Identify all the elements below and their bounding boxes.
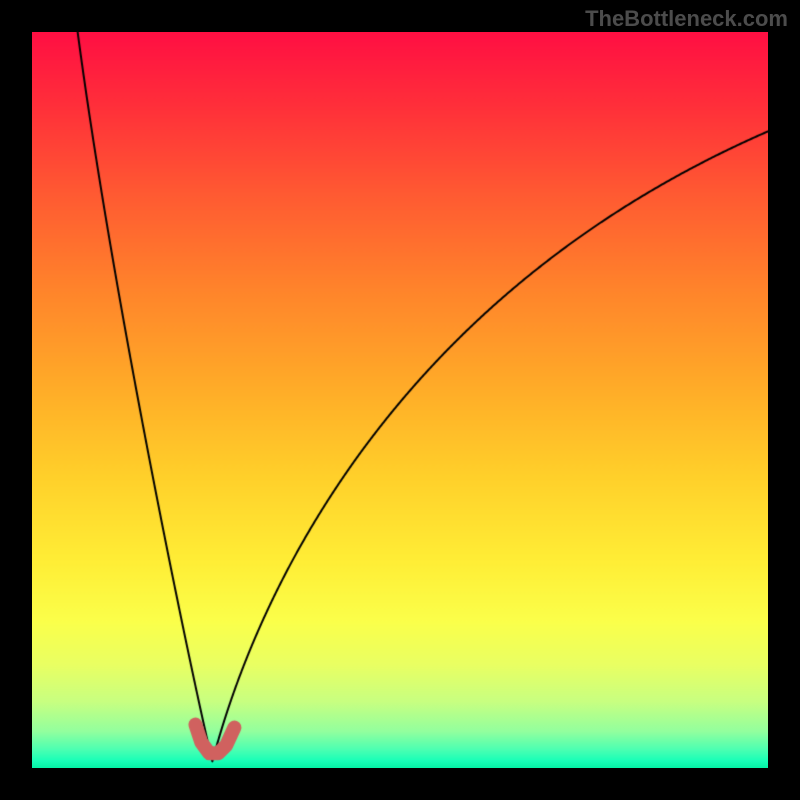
bottleneck-curve: [32, 32, 768, 768]
watermark-label: TheBottleneck.com: [585, 6, 788, 32]
plot-area: [32, 32, 768, 768]
